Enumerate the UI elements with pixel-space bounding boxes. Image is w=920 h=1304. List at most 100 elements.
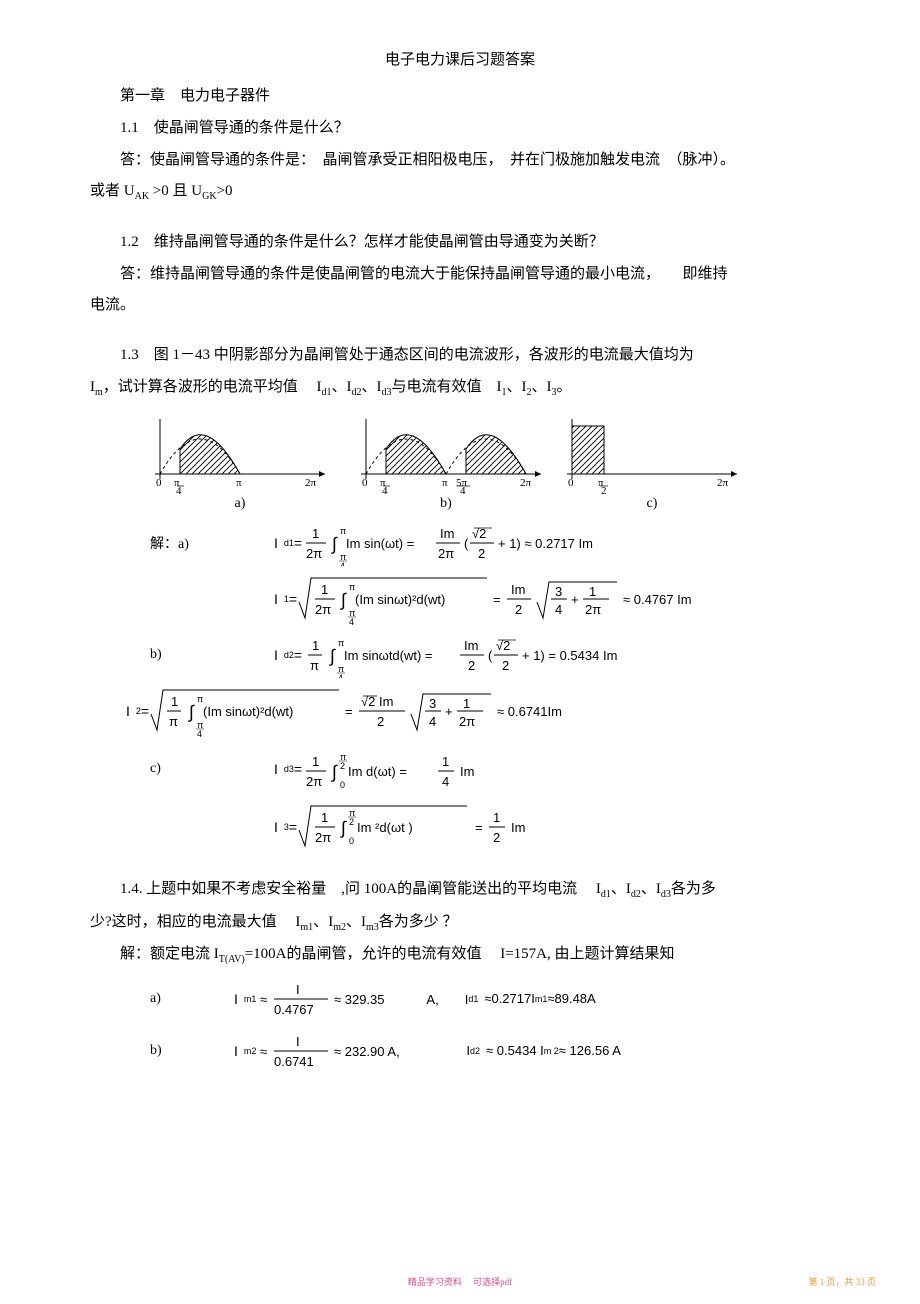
svg-text:π: π [197,694,203,704]
svg-text:2: 2 [468,658,475,673]
svg-text:4: 4 [555,602,562,617]
svg-text:Im ²d(ωt ): Im ²d(ωt ) [357,820,413,835]
svg-text:1: 1 [321,582,328,597]
svg-text:≈ 0.6741Im: ≈ 0.6741Im [497,704,562,719]
result-b: b) Im2 ≈ I 0.6741 ≈ 232.90 A, Id2 ≈ 0.54… [150,1028,830,1074]
svg-text:4: 4 [197,729,202,738]
svg-text:0: 0 [349,836,354,846]
svg-text:∫: ∫ [330,534,338,554]
svg-text:≈: ≈ [260,1044,267,1059]
svg-text:2π: 2π [438,546,454,561]
formula-i3: I3= 1 2π ∫ π 2 0 Im ²d(ωt ) = 1 2 Im [150,800,830,854]
svg-text:Im sinωtd(wt) =: Im sinωtd(wt) = [344,648,433,663]
svg-text:2π: 2π [520,477,532,489]
svg-text:(Im sinωt)²d(wt): (Im sinωt)²d(wt) [203,704,293,719]
svg-text:3: 3 [555,584,562,599]
formula-id2: b) Id2= 1 π ∫ π π 4 Im sinωtd(wt) = Im 2… [150,632,830,678]
svg-text:=: = [475,820,483,835]
svg-text:I: I [296,1034,300,1049]
svg-text:+ 1) = 0.5434 Im: + 1) = 0.5434 Im [522,648,617,663]
svg-text:Im: Im [460,764,474,779]
question-1-4-line2: 少?这时，相应的电流最大值 Im1、Im2、Im3各为多少 ？ [90,909,830,938]
question-1-4-line1: 1.4. 上题中如果不考虑安全裕量 ,问 100A的晶阐管能送出的平均电流 Id… [90,876,830,905]
formula-id3: c) Id3= 1 2π ∫ π 2 0 Im d(ωt) = 1 4 Im [150,744,830,794]
question-1-2: 1.2 维持晶闸管导通的条件是什么？怎样才能使晶闸管由导通变为关断？ [90,229,830,257]
svg-text:4: 4 [442,774,449,789]
answer-1-4: 解：额定电流 IT(AV)=100A的晶闸管，允许的电流有效值 I=157A, … [90,941,830,970]
svg-text:π: π [310,658,319,673]
svg-text:0: 0 [568,477,574,489]
formula-id1: 解：a) Id1= 1 2π ∫ π π 4 Im sin(ωt) = Im 2… [150,520,830,566]
waveform-c: 0 π 2 2π c) [562,414,742,512]
svg-text:2: 2 [502,658,509,673]
svg-text:4: 4 [349,617,354,626]
formula-i1: I1= 1 2π ∫ π π 4 (Im sinωt)²d(wt) = Im 2… [150,572,830,626]
svg-text:0: 0 [156,477,162,489]
svg-text:4: 4 [340,561,345,566]
svg-text:2π: 2π [459,714,475,729]
svg-text:3: 3 [429,696,436,711]
question-1-3-line1: 1.3 图 1－43 中阴影部分为晶闸管处于通态区间的电流波形，各波形的电流最大… [90,342,830,370]
svg-text:∫: ∫ [328,646,336,666]
formula-i2: I2= 1 π ∫ π π 4 (Im sinωt)²d(wt) = √2 Im… [120,684,830,738]
svg-text:4: 4 [460,485,466,494]
svg-text:2π: 2π [306,774,322,789]
svg-text:1: 1 [442,754,449,769]
chapter-heading: 第一章 电力电子器件 [90,83,830,111]
svg-text:π: π [340,526,346,536]
svg-text:Im sin(ωt) =: Im sin(ωt) = [346,536,414,551]
svg-text:2: 2 [478,546,485,561]
svg-text:≈ 232.90 A,: ≈ 232.90 A, [334,1044,400,1059]
waveform-b: 0 π 4 π 5π 4 2π b) [356,414,536,512]
svg-text:2: 2 [601,485,607,494]
svg-text:2: 2 [493,830,500,845]
waveform-a: 0 π 4 π 2π a) [150,414,330,512]
svg-text:π: π [236,477,242,489]
svg-text:4: 4 [429,714,436,729]
svg-text:∫: ∫ [187,702,195,722]
svg-text:2π: 2π [315,602,331,617]
svg-text:2: 2 [349,817,354,827]
svg-text:Im: Im [511,582,525,597]
svg-text:1: 1 [589,584,596,599]
svg-text:π: π [349,582,355,592]
svg-text:π: π [442,477,448,489]
svg-text:1: 1 [312,526,319,541]
svg-text:2: 2 [377,714,384,729]
svg-text:(: ( [464,536,469,551]
svg-text:+ 1) ≈ 0.2717 Im: + 1) ≈ 0.2717 Im [498,536,593,551]
waveform-figure: 0 π 4 π 2π a) [150,414,830,512]
footer-left: 精品学习资料 可选择pdf [408,1275,512,1288]
svg-text:2π: 2π [717,477,729,489]
svg-text:2π: 2π [585,602,601,617]
svg-text:+: + [445,704,453,719]
question-1-3-line2: Im，试计算各波形的电流平均值 Id1、Id2、Id3与电流有效值 I1、I2、… [90,374,830,403]
waveform-a-label: a) [150,496,330,512]
svg-text:Im: Im [464,638,478,653]
answer-1-2-line1: 答：维持晶闸管导通的条件是使晶闸管的电流大于能保持晶闸管导通的最小电流， 即维持 [90,261,830,289]
svg-text:Im d(ωt) =: Im d(ωt) = [348,764,407,779]
svg-text:4: 4 [176,485,182,494]
svg-text:1: 1 [171,694,178,709]
svg-text:∫: ∫ [330,762,338,782]
footer-right: 第 1 页，共 33 页 [808,1275,876,1288]
svg-text:2π: 2π [306,546,322,561]
svg-text:4: 4 [338,673,343,678]
result-a: a) Im1 ≈ I 0.4767 ≈ 329.35 A, Id1 ≈0.271… [150,976,830,1022]
svg-text:Im: Im [511,820,525,835]
svg-text:1: 1 [312,754,319,769]
svg-text:(Im sinωt)²d(wt): (Im sinωt)²d(wt) [355,592,445,607]
svg-text:∫: ∫ [339,590,347,610]
answer-1-1-line2: 或者 UAK >0 且 UGK>0 [90,178,830,207]
svg-text:1: 1 [493,810,500,825]
svg-text:1: 1 [312,638,319,653]
svg-text:=: = [345,704,353,719]
svg-text:1: 1 [321,810,328,825]
svg-text:I: I [296,982,300,997]
svg-text:+: + [571,592,579,607]
answer-1-1-line1: 答：使晶闸管导通的条件是： 晶闸管承受正相阳极电压， 并在门极施加触发电流 （脉… [90,147,830,175]
waveform-c-label: c) [562,496,742,512]
svg-text:≈ 0.4767 Im: ≈ 0.4767 Im [623,592,692,607]
svg-text:2π: 2π [315,830,331,845]
svg-text:Im: Im [440,526,454,541]
